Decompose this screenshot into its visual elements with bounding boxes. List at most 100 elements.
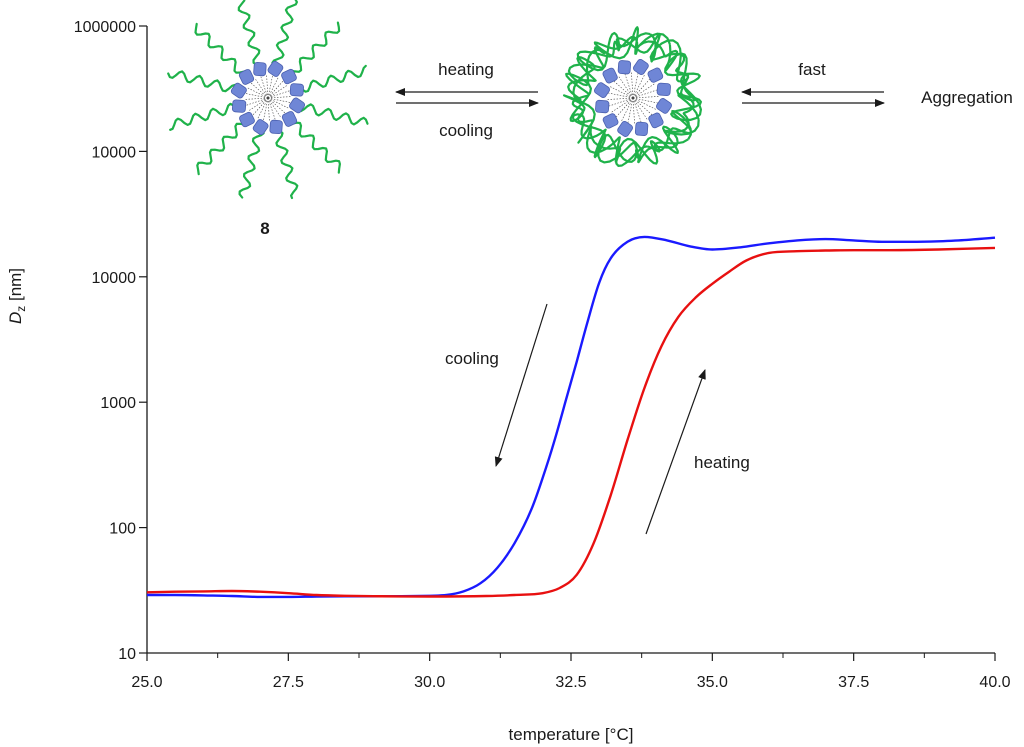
- y-tick-label: 10000: [92, 270, 137, 287]
- core-unit: [602, 67, 618, 84]
- core-linker: [254, 77, 269, 99]
- core-linker: [621, 97, 634, 122]
- collapsed-polymer-chain: [664, 52, 701, 102]
- polymer-chain: [167, 70, 240, 93]
- core-linker: [608, 97, 634, 107]
- scheme-heating-label: heating: [438, 60, 494, 79]
- core-linker: [607, 92, 634, 99]
- cooling-direction-arrow: [494, 303, 548, 467]
- cooling-annotation: cooling: [445, 349, 499, 368]
- core-linker: [632, 97, 642, 123]
- compound-label: 8: [260, 219, 269, 238]
- y-tick-label: 1000000: [74, 19, 136, 36]
- core-linker: [632, 97, 648, 120]
- polymer-chain: [285, 120, 341, 174]
- collapsed-polymer-chain: [576, 31, 621, 72]
- polymer-chain: [271, 0, 298, 71]
- core-linker: [266, 74, 269, 99]
- core-linker: [267, 97, 282, 119]
- core-unit: [617, 60, 632, 75]
- core-linker: [267, 97, 290, 109]
- core-linker: [632, 97, 653, 116]
- polymer-chain: [271, 126, 299, 200]
- y-axis-title: Dz [nm]: [6, 268, 28, 324]
- y-axis-title-sub: z: [14, 306, 28, 312]
- x-tick-label: 40.0: [979, 674, 1010, 691]
- core-unit: [602, 113, 619, 129]
- polymer-chain: [286, 21, 341, 76]
- core-linker: [632, 72, 639, 99]
- core-linker: [609, 86, 634, 99]
- y-tick-label: 10: [118, 646, 136, 663]
- core-unit: [289, 97, 306, 114]
- core-unit: [647, 67, 664, 83]
- y-axis-title-unit: [nm]: [6, 268, 25, 306]
- collapsed-polymer-chain: [615, 137, 661, 167]
- core-linker: [267, 97, 270, 122]
- core-linker: [631, 72, 634, 99]
- core-unit: [648, 112, 664, 129]
- heating-annotation: heating: [694, 453, 750, 472]
- y-axis-title-main: D: [6, 312, 25, 324]
- series-line-0: [147, 235, 996, 599]
- polymer-chain: [237, 0, 266, 69]
- polymer-chain: [196, 120, 251, 176]
- x-ticks: 25.0 27.5 30.0 32.5 35.0 37.5 40.0: [131, 653, 1011, 691]
- core-linker: [267, 74, 274, 99]
- y-tick-label: 10000: [92, 144, 137, 161]
- core-linker: [632, 74, 645, 99]
- core-linker: [632, 89, 658, 99]
- heating-direction-arrow: [645, 369, 706, 535]
- core-unit: [634, 121, 649, 136]
- core-linker: [607, 97, 634, 100]
- core-unit: [231, 99, 247, 113]
- y-tick-label: 100: [109, 521, 136, 538]
- core-unit: [656, 82, 671, 97]
- core-linker: [611, 97, 634, 113]
- core-linker: [632, 97, 635, 124]
- core-linker: [632, 83, 655, 99]
- collapsed-polymer-chain: [565, 72, 592, 123]
- core-unit: [656, 98, 672, 114]
- collapsed-polymer-chain: [663, 93, 700, 136]
- collapsed-micelle-illustration: [563, 26, 702, 167]
- polymer-chain: [169, 102, 242, 131]
- core-linker: [247, 97, 269, 112]
- core-linker: [249, 81, 269, 99]
- x-tick-label: 27.5: [273, 674, 304, 691]
- core-linker: [267, 79, 285, 99]
- collapsed-polymer-chain: [593, 26, 639, 60]
- polymer-chain: [296, 103, 369, 126]
- core-unit: [269, 119, 283, 135]
- y-tick-label: 1000: [100, 395, 136, 412]
- core-unit: [594, 82, 610, 98]
- core-linker: [267, 97, 287, 115]
- x-tick-label: 25.0: [131, 674, 162, 691]
- core-linker: [244, 92, 269, 99]
- collapsed-polymer-chain: [563, 94, 596, 144]
- core-linker: [262, 97, 269, 122]
- core-linker: [251, 97, 269, 117]
- core-unit: [595, 99, 610, 114]
- x-tick-label: 37.5: [838, 674, 869, 691]
- core-unit: [289, 83, 304, 97]
- core-linker: [632, 97, 657, 110]
- core-unit: [281, 111, 298, 127]
- core-unit: [633, 59, 649, 75]
- y-ticks: 10 100 1000 10000 10000 1000000: [74, 19, 147, 663]
- collapsed-polymer-chain: [637, 125, 679, 164]
- polymer-chain: [194, 22, 250, 76]
- core-linker: [267, 84, 289, 99]
- x-tick-label: 35.0: [697, 674, 728, 691]
- core-linker: [627, 97, 634, 124]
- core-linker: [615, 97, 634, 118]
- collapsed-polymer-chain: [634, 32, 679, 72]
- core-unit: [252, 119, 269, 136]
- x-axis-title: temperature [°C]: [509, 725, 634, 744]
- polymer-chain: [238, 125, 265, 199]
- series-line-1: [146, 246, 996, 598]
- core-linker: [624, 73, 634, 99]
- collapsed-polymer-chain: [567, 56, 597, 102]
- core-unit: [253, 61, 267, 77]
